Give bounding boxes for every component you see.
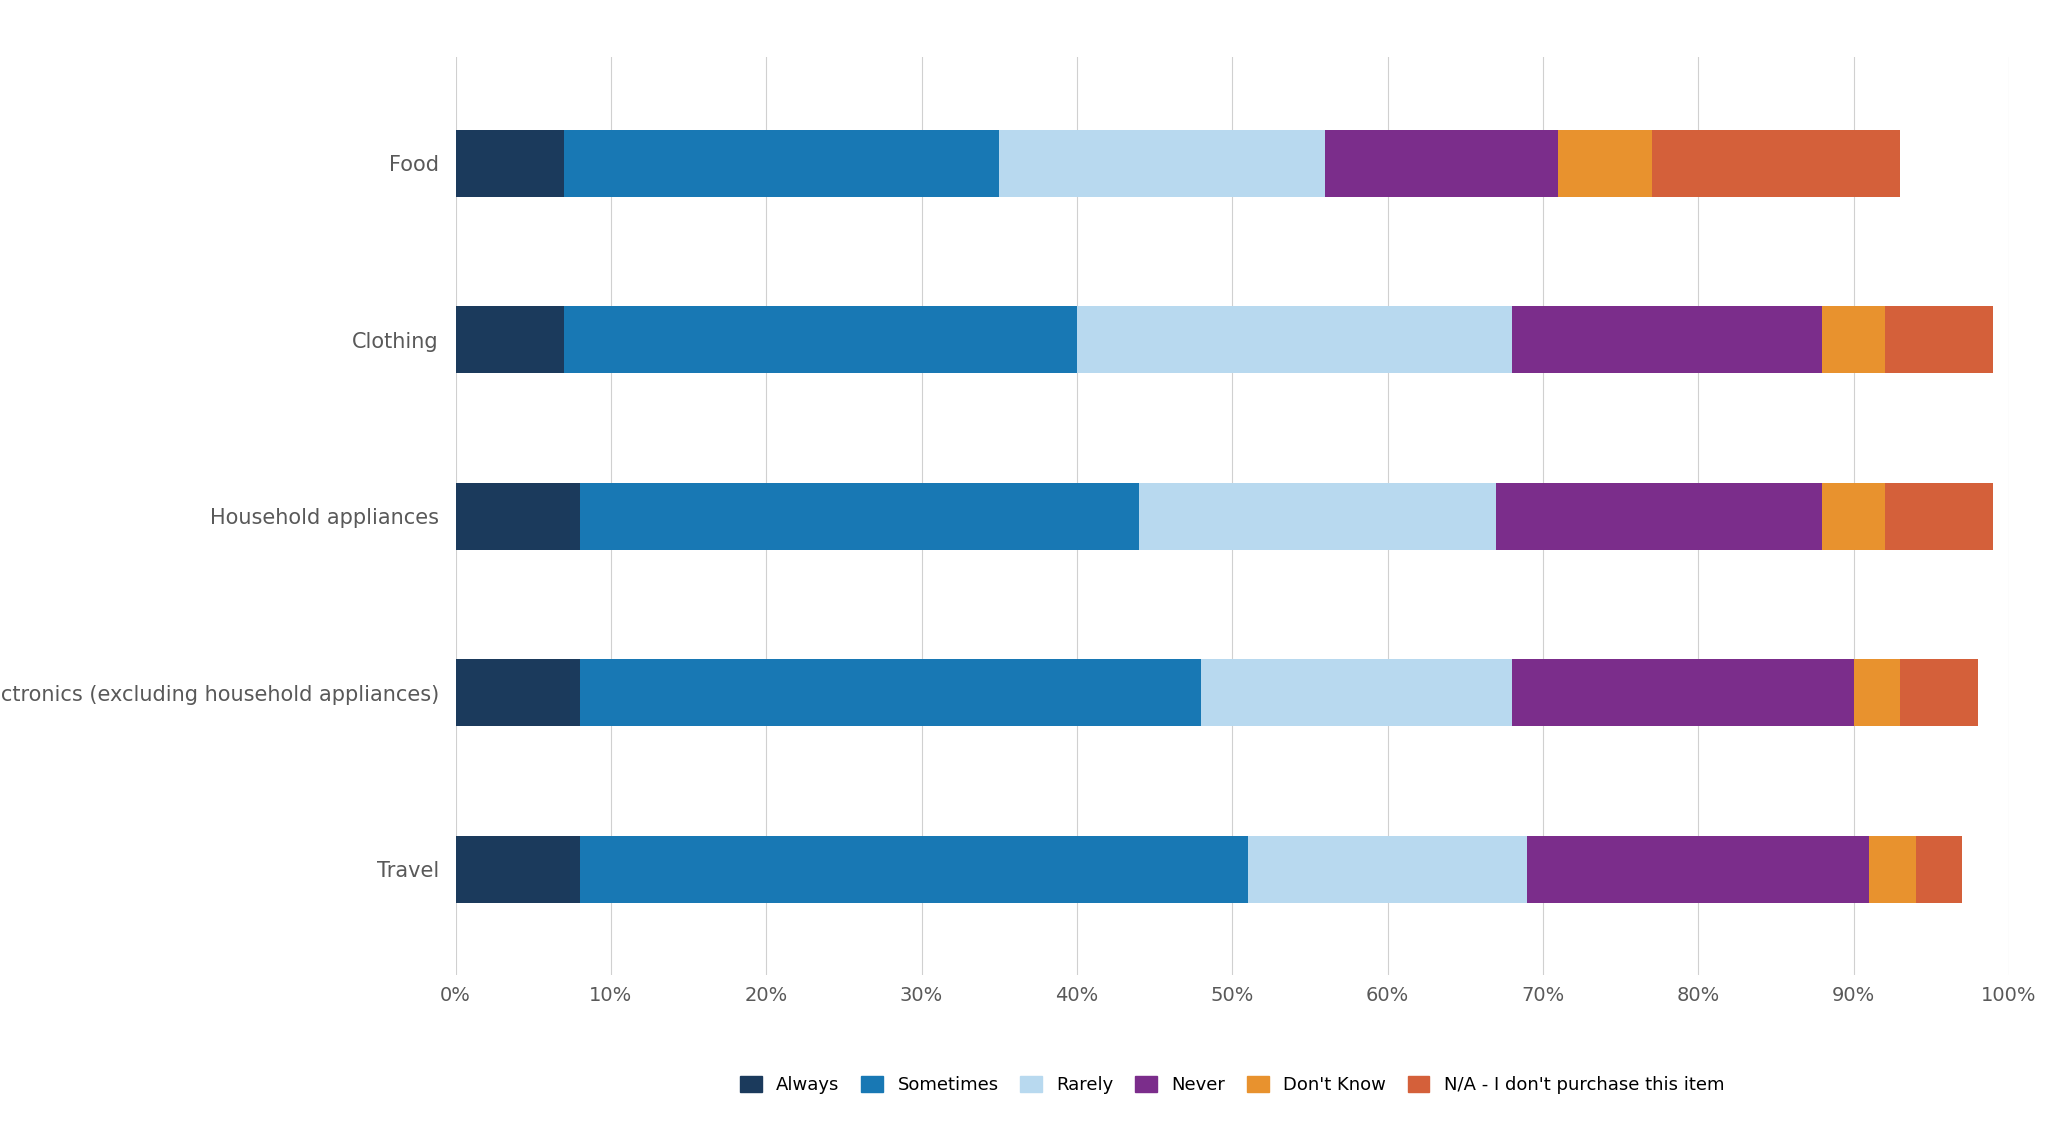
Bar xyxy=(580,835,1247,903)
Bar xyxy=(563,306,1077,373)
Bar xyxy=(1559,130,1653,197)
Bar xyxy=(1495,483,1822,549)
Bar xyxy=(456,660,580,726)
Bar xyxy=(456,835,580,903)
Bar xyxy=(1822,306,1885,373)
Bar xyxy=(1901,660,1978,726)
Bar xyxy=(1916,835,1963,903)
Bar xyxy=(1325,130,1557,197)
Bar xyxy=(1822,483,1885,549)
Bar xyxy=(1077,306,1512,373)
Bar xyxy=(580,483,1139,549)
Bar xyxy=(1512,306,1822,373)
Bar xyxy=(1512,660,1854,726)
Bar xyxy=(563,130,998,197)
Bar xyxy=(1885,483,1992,549)
Bar xyxy=(1201,660,1512,726)
Bar xyxy=(1139,483,1495,549)
Bar xyxy=(456,130,563,197)
Bar xyxy=(580,660,1201,726)
Bar xyxy=(1247,835,1528,903)
Bar xyxy=(456,306,563,373)
Bar xyxy=(1854,660,1901,726)
Bar xyxy=(1528,835,1870,903)
Bar xyxy=(456,483,580,549)
Legend: Always, Sometimes, Rarely, Never, Don't Know, N/A - I don't purchase this item: Always, Sometimes, Rarely, Never, Don't … xyxy=(731,1067,1733,1103)
Bar xyxy=(1885,306,1992,373)
Bar xyxy=(998,130,1325,197)
Bar xyxy=(1653,130,1901,197)
Bar xyxy=(1868,835,1916,903)
